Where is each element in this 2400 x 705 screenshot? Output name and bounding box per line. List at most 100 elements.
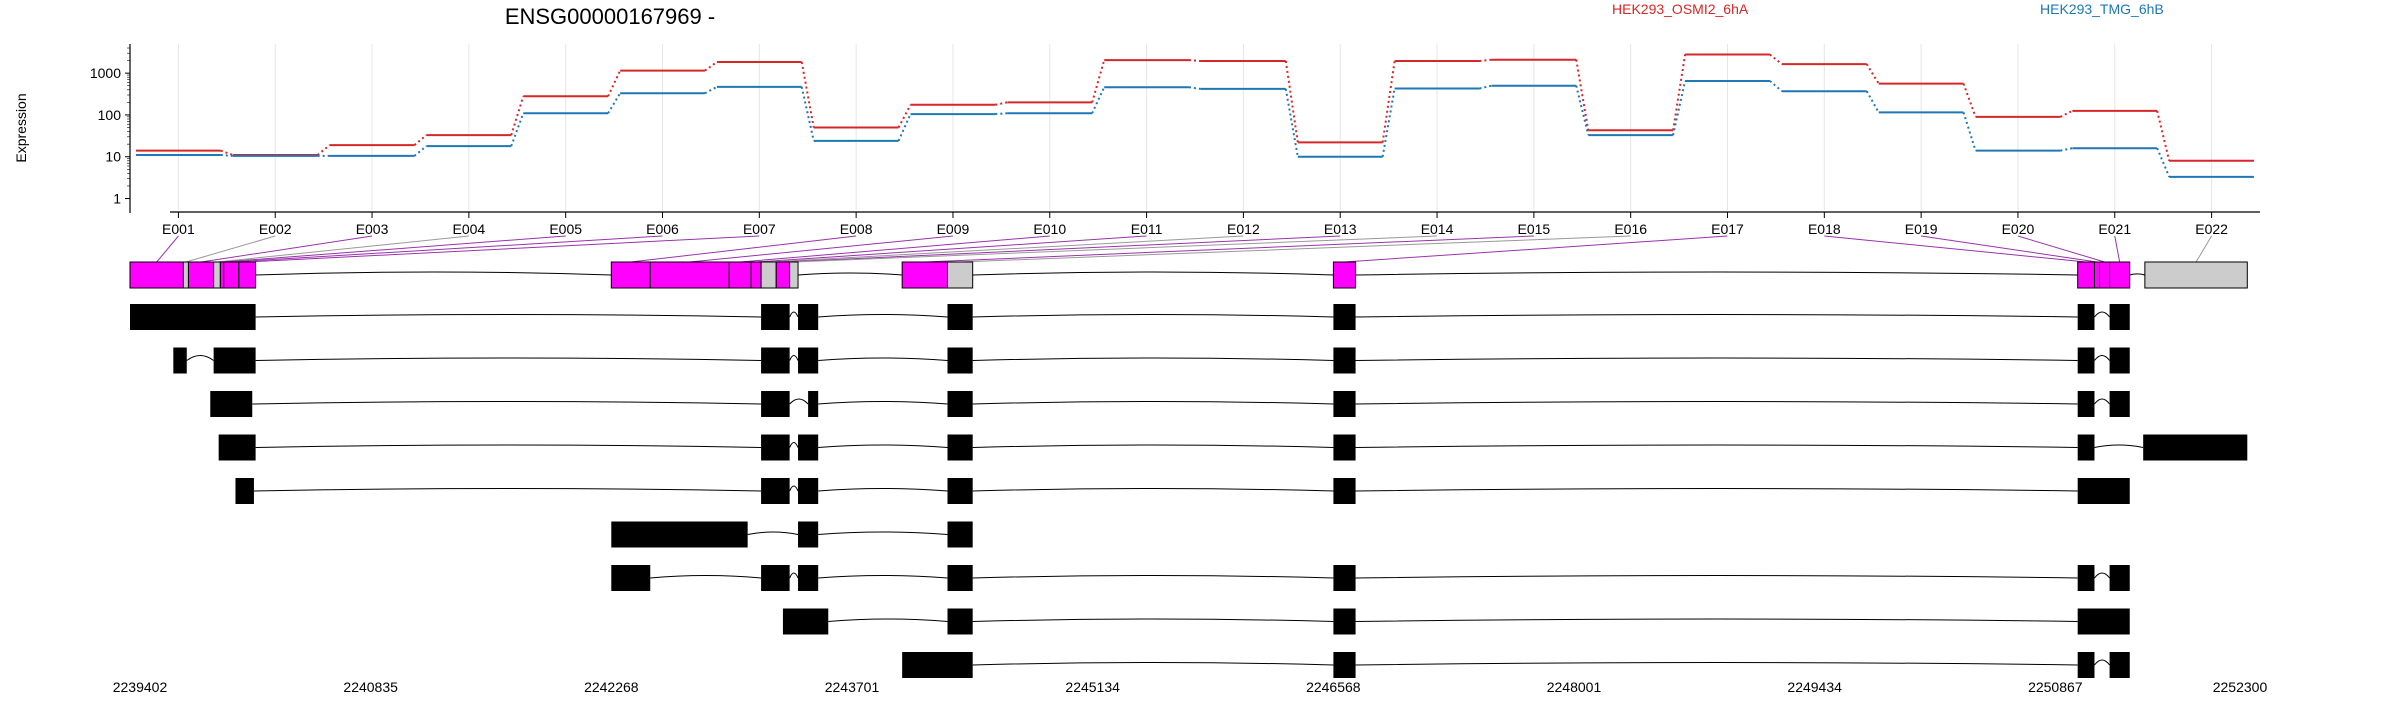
- transcript-intron: [255, 357, 762, 361]
- transcript-exon: [798, 347, 819, 374]
- exon-label: E019: [1905, 221, 1938, 237]
- exon-label: E003: [356, 221, 389, 237]
- series-connector: [413, 145, 428, 157]
- series-connector: [800, 61, 815, 128]
- series-connector: [220, 154, 233, 157]
- transcript-intron: [1355, 488, 2078, 492]
- transcript: [210, 391, 2130, 417]
- transcript-exon: [2077, 347, 2095, 374]
- exon-link: [630, 235, 857, 263]
- transcript-exon: [1333, 347, 1356, 374]
- transcript-exon: [2077, 565, 2095, 591]
- transcript-exon: [2077, 478, 2130, 504]
- grid-layer: [177, 44, 2213, 210]
- series-connector: [1284, 60, 1299, 143]
- series-connector: [1575, 85, 1590, 136]
- exon-link: [1824, 235, 2087, 263]
- transcript-intron: [789, 398, 809, 405]
- exon-link-layer: [156, 235, 2213, 263]
- coordinate-label: 2240835: [343, 679, 398, 695]
- transcript-intron: [972, 401, 1334, 405]
- exon-link: [2195, 235, 2213, 263]
- gene-intron: [797, 272, 903, 276]
- series-connector: [800, 86, 815, 142]
- legend-series-b: HEK293_TMG_6hB: [2040, 1, 2164, 17]
- exon-bin: [789, 261, 799, 289]
- transcript-intron: [972, 618, 1334, 622]
- transcript-intron: [818, 314, 948, 318]
- gene-intron: [1355, 271, 2078, 276]
- transcript-intron: [252, 401, 762, 405]
- series-connector: [1962, 83, 1977, 118]
- exon-link: [756, 235, 1147, 263]
- series-connector: [1479, 58, 1492, 63]
- series-connector: [1091, 59, 1106, 103]
- exon-bin: [649, 261, 730, 289]
- transcript-exon: [798, 521, 819, 548]
- y-tick-label: 1000: [90, 65, 121, 81]
- transcript-intron: [1355, 314, 2078, 318]
- exon-link: [689, 235, 954, 263]
- transcript-intron: [818, 531, 948, 535]
- series-connector: [1381, 60, 1396, 143]
- transcript-exon: [947, 565, 973, 591]
- transcript-intron: [818, 401, 948, 405]
- transcript-intron: [789, 311, 799, 318]
- coordinate-label: 2249434: [1787, 679, 1842, 695]
- transcript-exon: [611, 565, 651, 591]
- exon-label: E009: [937, 221, 970, 237]
- exon-bin: [213, 261, 221, 289]
- transcript-intron: [2094, 572, 2110, 579]
- series-connector: [510, 112, 525, 147]
- transcript-exon: [2109, 347, 2130, 374]
- exon-bin: [2099, 261, 2111, 289]
- transcript-exon: [1333, 391, 1356, 417]
- chart-title: ENSG00000167969 -: [505, 4, 715, 29]
- exon-bin: [750, 261, 762, 289]
- legend-series-a: HEK293_OSMI2_6hA: [1612, 1, 1749, 17]
- coordinate-label: 2243701: [825, 679, 880, 695]
- transcript-exon: [1333, 304, 1356, 330]
- exon-bin: [946, 261, 974, 289]
- transcript-exon: [2143, 434, 2248, 461]
- series-connector: [1865, 63, 1880, 85]
- transcript-exon: [808, 391, 819, 417]
- transcript-intron: [1355, 662, 2078, 666]
- exon-link: [793, 235, 1438, 263]
- transcript-intron: [186, 355, 214, 361]
- exon-link: [924, 235, 1534, 263]
- transcript: [235, 478, 2130, 504]
- transcript-exon: [947, 304, 973, 330]
- series-connector: [413, 134, 428, 146]
- transcript-exon: [1333, 652, 1356, 678]
- transcript-intron: [255, 444, 762, 448]
- exon-bin: [182, 261, 189, 289]
- transcript-intron: [789, 572, 799, 579]
- transcript-intron: [818, 444, 948, 448]
- exon-link: [960, 235, 1631, 263]
- series-connector: [1672, 80, 1687, 136]
- series-connector: [704, 61, 718, 72]
- exon-bin: [187, 261, 215, 289]
- exon-bin: [728, 261, 752, 289]
- transcript-exon: [761, 304, 790, 330]
- transcript-exon: [761, 391, 790, 417]
- exon-label: E021: [2098, 221, 2131, 237]
- series-connector: [1188, 59, 1202, 63]
- series-connector: [316, 144, 331, 156]
- transcript-intron: [818, 575, 948, 579]
- exon-bin: [610, 261, 651, 289]
- exon-label: E016: [1614, 221, 1647, 237]
- transcript: [173, 347, 2130, 374]
- transcript-intron: [789, 442, 799, 448]
- exon-link: [740, 235, 1050, 263]
- series-connector: [1865, 90, 1880, 113]
- exon-bin: [2077, 261, 2095, 289]
- transcript-exon: [761, 434, 790, 461]
- y-tick-label: 10: [105, 149, 121, 165]
- transcript-intron: [2094, 444, 2144, 448]
- exon-label: E020: [2002, 221, 2035, 237]
- transcript-exon: [798, 434, 819, 461]
- exon-link: [247, 235, 760, 263]
